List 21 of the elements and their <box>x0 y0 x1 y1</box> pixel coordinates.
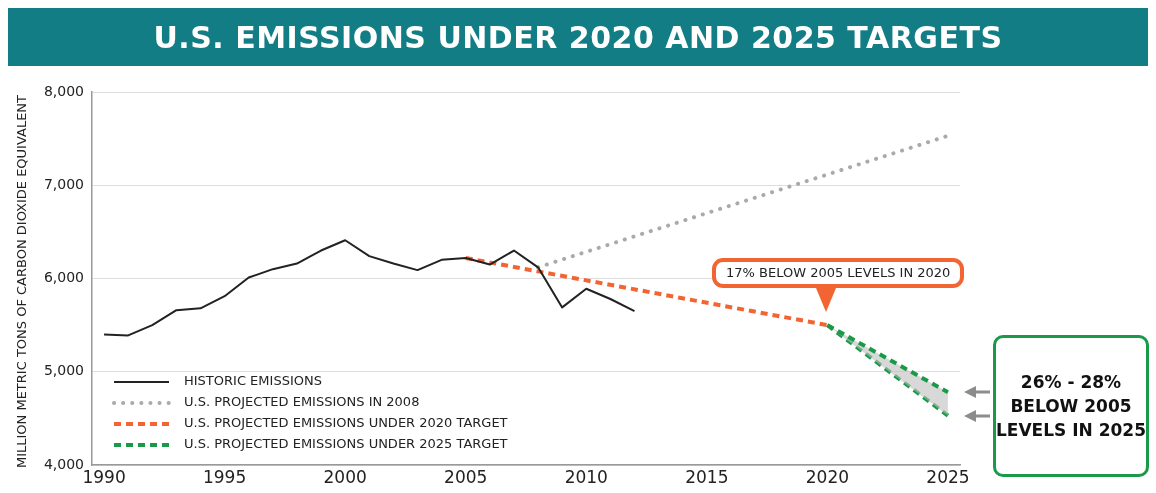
x-tick-label: 2010 <box>564 466 608 487</box>
x-tick-label: 2015 <box>685 466 729 487</box>
y-axis-title: MILLION METRIC TONS OF CARBON DIOXIDE EQUIVALENT <box>14 94 30 469</box>
legend-label: U.S. PROJECTED EMISSIONS UNDER 2020 TARGET <box>184 415 508 431</box>
y-tick-label: 4,000 <box>43 455 84 472</box>
chart-title: U.S. EMISSIONS UNDER 2020 AND 2025 TARGETS <box>8 8 1148 66</box>
y-tick-label: 6,000 <box>43 269 84 286</box>
annotation: 17% BELOW 2005 LEVELS IN 2020 <box>712 258 965 288</box>
x-tick-label: 1995 <box>202 466 247 487</box>
x-tick-label: 2025 <box>926 466 970 487</box>
x-tick-label: 2020 <box>805 466 850 487</box>
y-tick-label: 7,000 <box>43 175 84 192</box>
legend-label: U.S. PROJECTED EMISSIONS UNDER 2025 TARGET <box>184 436 508 452</box>
legend-label: HISTORIC EMISSIONS <box>184 373 322 389</box>
x-tick-label: 1990 <box>82 466 126 487</box>
legend-label: U.S. PROJECTED EMISSIONS IN 2008 <box>184 394 420 410</box>
text: 26% - 28% BELOW 2005 LEVELS IN 2025 <box>993 335 1149 477</box>
y-tick-label: 8,000 <box>43 82 84 99</box>
y-tick-label: 5,000 <box>43 362 84 379</box>
x-tick-label: 2000 <box>323 466 367 487</box>
x-tick-label: 2005 <box>444 466 488 487</box>
